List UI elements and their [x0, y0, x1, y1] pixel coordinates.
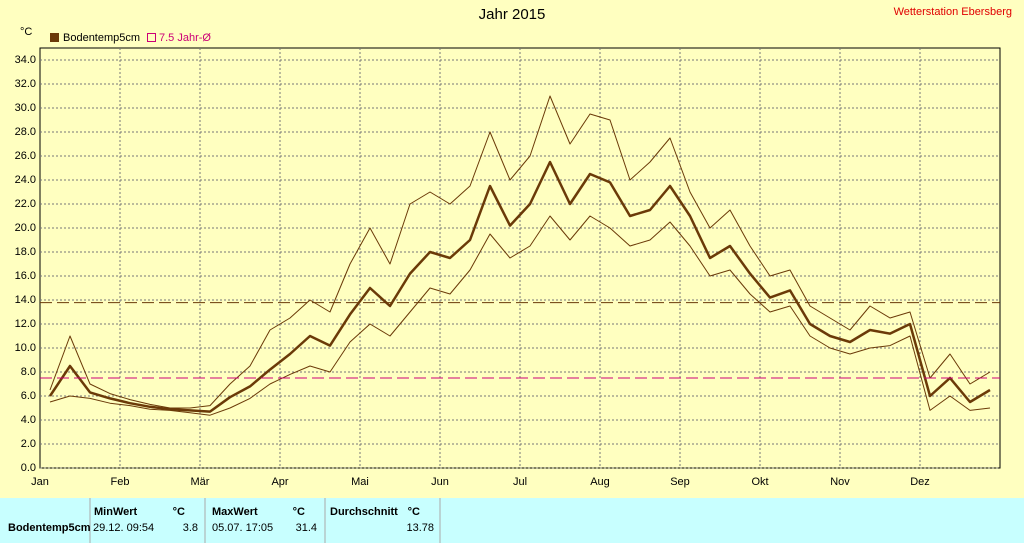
y-tick-label: 24.0: [15, 174, 36, 186]
y-tick-label: 30.0: [15, 102, 36, 114]
table-header: Durchschnitt: [330, 506, 398, 518]
table-cell: 29.12. 09:54: [93, 522, 154, 534]
table-cell: 13.78: [406, 522, 434, 534]
x-tick-label: Jul: [513, 476, 527, 488]
legend-label: 7.5 Jahr-Ø: [159, 32, 211, 44]
table-header: °C: [173, 506, 185, 518]
line-values: [48, 160, 991, 413]
y-tick-label: 34.0: [15, 54, 36, 66]
y-tick-label: 12.0: [15, 318, 36, 330]
table-cell: 31.4: [296, 522, 317, 534]
y-tick-label: 32.0: [15, 78, 36, 90]
x-tick-label: Mär: [191, 476, 210, 488]
table-cell: 3.8: [183, 522, 198, 534]
table-grid: [89, 498, 441, 543]
table-header: °C: [293, 506, 305, 518]
y-tick-label: 0.0: [21, 462, 36, 474]
y-tick-label: 28.0: [15, 126, 36, 138]
y-tick-label: 26.0: [15, 150, 36, 162]
x-tick-label: Nov: [830, 476, 850, 488]
table-background: [0, 498, 1024, 543]
x-tick-label: Jun: [431, 476, 449, 488]
x-tick-label: Dez: [910, 476, 930, 488]
y-tick-label: 8.0: [21, 366, 36, 378]
table-header: MaxWert: [212, 506, 258, 518]
table-cell: Bodentemp5cm: [8, 522, 91, 534]
line-lower: [49, 215, 991, 416]
source: Wetterstation Ebersberg: [894, 6, 1012, 18]
x-tick-label: Sep: [670, 476, 690, 488]
chart-title: Jahr 2015: [479, 6, 546, 23]
x-tick-label: Okt: [751, 476, 768, 488]
y-tick-label: 2.0: [21, 438, 36, 450]
legend-label: Bodentemp5cm: [63, 32, 140, 44]
table-cell: 05.07. 17:05: [212, 522, 273, 534]
x-tick-label: Jan: [31, 476, 49, 488]
table-header: °C: [408, 506, 420, 518]
background: [0, 0, 1024, 498]
table-header: MinWert: [94, 506, 138, 518]
line-upper: [49, 95, 991, 409]
y-tick-label: 18.0: [15, 246, 36, 258]
y-tick-label: 20.0: [15, 222, 36, 234]
y-tick-label: 4.0: [21, 414, 36, 426]
x-tick-label: Mai: [351, 476, 369, 488]
x-tick-label: Apr: [271, 476, 288, 488]
legend-swatch: [50, 33, 59, 42]
y-tick-label: 14.0: [15, 294, 36, 306]
x-tick-label: Aug: [590, 476, 610, 488]
y-tick-label: 10.0: [15, 342, 36, 354]
legend-swatch: [147, 33, 156, 42]
y-tick-label: 16.0: [15, 270, 36, 282]
y-axis-label: °C: [20, 26, 32, 38]
y-tick-label: 6.0: [21, 390, 36, 402]
x-tick-label: Feb: [111, 476, 130, 488]
y-tick-label: 22.0: [15, 198, 36, 210]
